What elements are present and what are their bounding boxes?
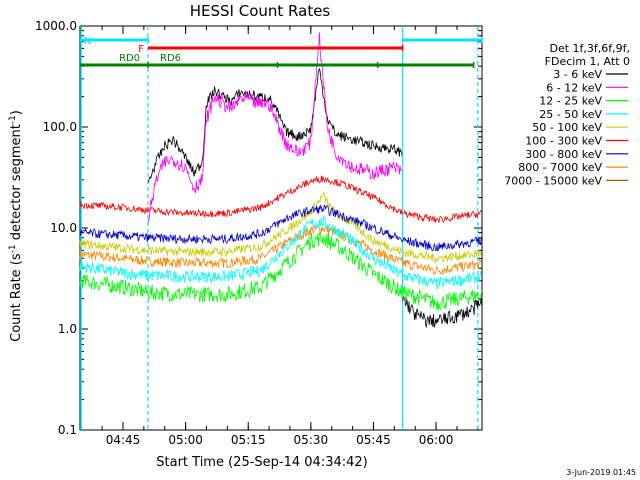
plot-layer: 0.1 1.0 10.0 100.0 1000.0 04:45 05:00 05:15 05:3… (35, 19, 483, 447)
series-line (147, 67, 403, 183)
footer-date: 3-Jun-2019 01:45 (566, 468, 636, 477)
series-line (79, 215, 482, 290)
legend-entry-label: 100 - 300 keV (525, 135, 602, 148)
y-axis-label: Count Rate (s-1 detector segment-1) (8, 110, 24, 342)
y-tick-label: 10.0 (50, 221, 77, 235)
legend-entry-label: 300 - 800 keV (525, 148, 602, 161)
legend: Det 1f,3f,6f,9f,FDecim 1, Att 03 - 6 keV… (504, 42, 630, 187)
y-tick-label: 100.0 (43, 120, 77, 134)
y-axis-label-superscript: -1 (8, 115, 18, 124)
series-line (79, 175, 483, 223)
x-tick-label: 05:00 (168, 433, 203, 447)
legend-entry-label: 7000 - 15000 keV (504, 174, 602, 187)
attenuator-bar-label: N (84, 36, 91, 47)
y-axis-label-part: ) (9, 110, 24, 115)
legend-entry-label: 6 - 12 keV (546, 81, 602, 94)
legend-entry-label: 12 - 25 keV (539, 95, 602, 108)
x-axis-label: Start Time (25-Sep-14 04:34:42) (156, 455, 367, 470)
attenuator-bar-label: F (138, 44, 144, 55)
series-line (79, 224, 483, 276)
legend-entry-label: 50 - 100 keV (532, 121, 602, 134)
x-tick-label: 05:45 (356, 433, 391, 447)
series-line (147, 32, 403, 223)
chart-title: HESSI Count Rates (190, 2, 331, 20)
legend-header: FDecim 1, Att 0 (545, 55, 630, 68)
y-tick-label: 1.0 (58, 322, 77, 336)
x-tick-label: 06:00 (419, 433, 454, 447)
x-tick-label: 04:45 (106, 433, 141, 447)
series-line (79, 231, 483, 311)
attenuator-bar-label: RD6 (160, 53, 181, 64)
series-line (79, 191, 483, 264)
series-line (402, 296, 483, 329)
y-axis-label-part: detector segment (9, 124, 24, 244)
y-tick-label: 1000.0 (35, 19, 77, 33)
y-axis-label-superscript: -1 (8, 244, 18, 253)
series-line (79, 203, 483, 252)
x-tick-label: 05:15 (231, 433, 266, 447)
legend-header: Det 1f,3f,6f,9f, (549, 42, 630, 55)
legend-entry-label: 25 - 50 keV (539, 108, 602, 121)
y-tick-label: 0.1 (58, 423, 77, 437)
legend-entry-label: 800 - 7000 keV (518, 161, 602, 174)
x-tick-label: 05:30 (294, 433, 329, 447)
y-axis-label-part: Count Rate (s (9, 253, 24, 342)
attenuator-bar-label: RD0 (119, 53, 140, 64)
legend-entry-label: 3 - 6 keV (553, 68, 602, 81)
